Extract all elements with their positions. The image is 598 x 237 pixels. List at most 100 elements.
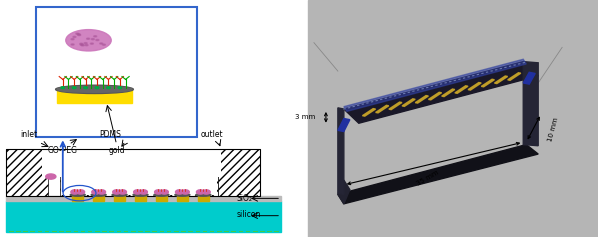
- Text: gold: gold: [108, 146, 125, 155]
- Ellipse shape: [196, 193, 211, 196]
- Polygon shape: [455, 86, 468, 93]
- Polygon shape: [402, 99, 415, 106]
- Bar: [57, 90, 132, 103]
- Bar: [308, 0, 598, 237]
- Ellipse shape: [112, 193, 127, 196]
- Bar: [135, 196, 146, 201]
- Bar: [216, 149, 221, 177]
- Ellipse shape: [78, 34, 81, 36]
- Text: tumor cell: tumor cell: [104, 11, 194, 32]
- Ellipse shape: [94, 36, 97, 37]
- Ellipse shape: [202, 190, 210, 194]
- Ellipse shape: [71, 193, 86, 196]
- Polygon shape: [508, 73, 521, 80]
- Polygon shape: [338, 180, 350, 204]
- Text: avidin: avidin: [129, 64, 179, 86]
- Ellipse shape: [46, 174, 56, 179]
- Bar: [198, 196, 209, 201]
- Ellipse shape: [98, 190, 106, 194]
- Bar: [60, 149, 218, 196]
- Ellipse shape: [72, 87, 76, 89]
- Ellipse shape: [154, 190, 163, 194]
- Polygon shape: [344, 62, 538, 123]
- Polygon shape: [338, 118, 350, 132]
- Ellipse shape: [90, 43, 93, 44]
- Ellipse shape: [160, 190, 169, 194]
- Ellipse shape: [56, 85, 133, 94]
- Ellipse shape: [118, 190, 127, 194]
- Bar: [93, 196, 104, 201]
- Polygon shape: [362, 109, 376, 116]
- Ellipse shape: [61, 87, 65, 89]
- Ellipse shape: [102, 44, 105, 45]
- Bar: [36, 7, 197, 137]
- Ellipse shape: [66, 30, 111, 51]
- Bar: [72, 196, 83, 201]
- Polygon shape: [389, 102, 402, 110]
- Bar: [156, 196, 167, 201]
- Ellipse shape: [133, 190, 142, 194]
- Ellipse shape: [100, 43, 103, 44]
- Polygon shape: [344, 59, 526, 111]
- Text: 10 mm: 10 mm: [547, 116, 559, 142]
- Polygon shape: [338, 145, 538, 204]
- Ellipse shape: [154, 193, 169, 196]
- Ellipse shape: [84, 43, 87, 44]
- Text: antibody: antibody: [123, 38, 190, 62]
- Polygon shape: [376, 105, 389, 113]
- Polygon shape: [428, 92, 441, 100]
- Ellipse shape: [91, 193, 106, 196]
- Ellipse shape: [71, 39, 74, 40]
- Polygon shape: [338, 108, 344, 194]
- Ellipse shape: [77, 190, 85, 194]
- Ellipse shape: [84, 87, 87, 89]
- Ellipse shape: [196, 190, 205, 194]
- Text: 35 mm: 35 mm: [416, 169, 440, 187]
- Bar: [61, 150, 217, 195]
- Ellipse shape: [175, 193, 190, 196]
- Ellipse shape: [112, 190, 120, 194]
- Text: outlet: outlet: [201, 130, 224, 139]
- Ellipse shape: [80, 43, 83, 44]
- Polygon shape: [442, 89, 455, 97]
- Text: GO-PEG: GO-PEG: [48, 146, 78, 155]
- Ellipse shape: [91, 39, 94, 40]
- Ellipse shape: [139, 190, 147, 194]
- Ellipse shape: [85, 45, 88, 46]
- Bar: [114, 196, 125, 201]
- Ellipse shape: [87, 38, 90, 39]
- Text: PDMS: PDMS: [100, 130, 121, 139]
- Ellipse shape: [71, 44, 74, 45]
- Polygon shape: [468, 82, 481, 90]
- Ellipse shape: [106, 87, 110, 89]
- Bar: [6, 149, 260, 196]
- Bar: [218, 149, 260, 196]
- Polygon shape: [523, 62, 538, 146]
- Ellipse shape: [57, 86, 132, 92]
- Polygon shape: [481, 79, 495, 87]
- Ellipse shape: [182, 190, 190, 194]
- Polygon shape: [523, 72, 535, 84]
- Ellipse shape: [81, 45, 84, 46]
- Text: SiO₂: SiO₂: [236, 194, 252, 203]
- Bar: [6, 201, 281, 232]
- Polygon shape: [495, 76, 508, 84]
- Ellipse shape: [71, 190, 79, 194]
- Text: silicon: silicon: [236, 210, 261, 219]
- Ellipse shape: [76, 33, 79, 34]
- Bar: [6, 149, 48, 196]
- Ellipse shape: [118, 87, 121, 89]
- Ellipse shape: [80, 44, 83, 45]
- Ellipse shape: [92, 190, 99, 194]
- Ellipse shape: [133, 193, 148, 196]
- Bar: [6, 196, 281, 201]
- Ellipse shape: [95, 87, 99, 89]
- Text: 3 mm: 3 mm: [295, 114, 315, 120]
- Bar: [177, 196, 188, 201]
- Ellipse shape: [96, 39, 99, 41]
- Text: inlet: inlet: [20, 130, 37, 139]
- Ellipse shape: [176, 190, 184, 194]
- Ellipse shape: [77, 34, 80, 35]
- Bar: [42, 149, 63, 177]
- Polygon shape: [415, 96, 428, 103]
